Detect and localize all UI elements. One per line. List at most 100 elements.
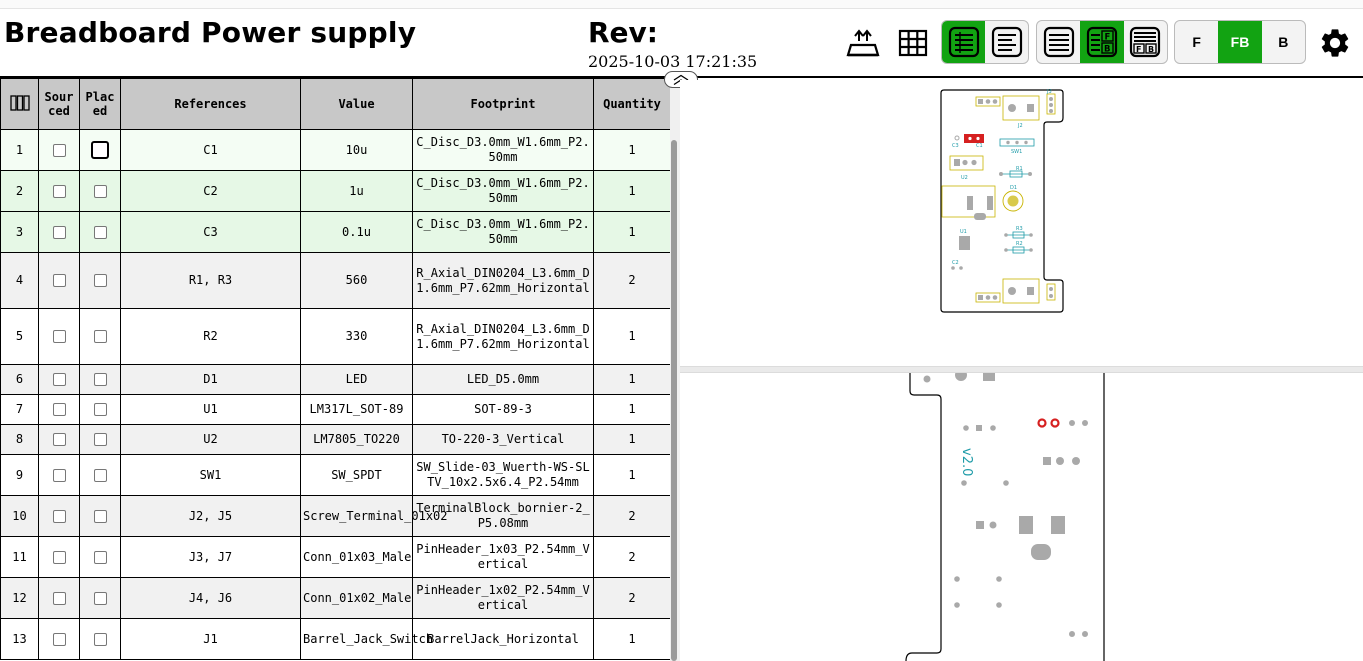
table-row[interactable]: 8 U2 LM7805_TO220 TO-220-3_Vertical 1: [0, 424, 670, 455]
placed-checkbox[interactable]: [93, 433, 107, 446]
layout-left-right-button[interactable]: F B: [1080, 21, 1124, 63]
column-header-placed[interactable]: Placed: [79, 78, 121, 130]
ref-label-j2: J2: [1017, 123, 1023, 129]
placed-checkbox[interactable]: [93, 274, 107, 287]
layout-top-bottom-button[interactable]: F B: [1124, 21, 1167, 63]
table-row[interactable]: 12 J4, J6 Conn_01x02_Male PinHeader_1x02_P2…: [0, 577, 670, 619]
column-header-value[interactable]: Value: [300, 78, 413, 130]
footprint-cell: C_Disc_D3.0mm_W1.6mm_P2.50mm: [412, 129, 594, 171]
svg-text:B: B: [1148, 45, 1154, 54]
placed-cell: [79, 618, 121, 660]
bom-table: Sourced Placed References Value Footprin…: [0, 78, 670, 660]
table-row[interactable]: 2 C2 1u C_Disc_D3.0mm_W1.6mm_P2.50mm 1: [0, 170, 670, 212]
layer-back-button[interactable]: B: [1278, 34, 1289, 50]
table-row[interactable]: 7 U1 LM317L_SOT-89 SOT-89-3 1: [0, 394, 670, 425]
row-number: 13: [0, 618, 39, 660]
settings-button[interactable]: [1313, 23, 1357, 63]
sourced-checkbox[interactable]: [52, 509, 66, 523]
row-number: 1: [0, 129, 39, 171]
column-header-sourced[interactable]: Sourced: [38, 78, 80, 130]
bom-table-container: Sourced Placed References Value Footprin…: [0, 78, 670, 661]
placed-cell: [79, 308, 121, 365]
board-outline-back: [905, 373, 1105, 661]
placed-checkbox[interactable]: [91, 141, 109, 159]
sourced-checkbox[interactable]: [52, 632, 66, 646]
placed-checkbox[interactable]: [93, 373, 107, 386]
table-row[interactable]: 3 C3 0.1u C_Disc_D3.0mm_W1.6mm_P2.50mm 1: [0, 211, 670, 253]
placed-checkbox[interactable]: [93, 591, 107, 605]
table-row[interactable]: 6 D1 LED LED_D5.0mm 1: [0, 364, 670, 395]
column-header-quantity[interactable]: Quantity: [593, 78, 670, 130]
table-row[interactable]: 4 R1, R3 560 R_Axial_DIN0204_L3.6mm_D1.6mm_…: [0, 252, 670, 309]
placed-checkbox[interactable]: [93, 403, 107, 416]
column-header-footprint[interactable]: Footprint: [412, 78, 594, 130]
sourced-cell: [38, 252, 80, 309]
grid-button[interactable]: [891, 23, 935, 63]
sourced-checkbox[interactable]: [52, 184, 66, 198]
horizontal-splitter[interactable]: [680, 366, 1363, 373]
column-header-references[interactable]: References: [120, 78, 301, 130]
sourced-checkbox[interactable]: [52, 468, 66, 482]
value-cell: LM7805_TO220: [300, 424, 413, 455]
sourced-checkbox[interactable]: [52, 143, 66, 157]
row-number: 12: [0, 577, 39, 619]
bom-left-button[interactable]: [985, 21, 1028, 63]
front-pcb-canvas[interactable]: J2 J3 C1 C3 SW1 U2 R1 D1 U1 R3 R2 C2: [680, 80, 1363, 366]
row-number: 5: [0, 308, 39, 365]
bom-tb-icon: F B: [1130, 26, 1161, 58]
page-title: Breadboard Power supply: [4, 16, 417, 49]
value-cell: SW_SPDT: [300, 454, 413, 496]
quantity-cell: 1: [593, 454, 670, 496]
sourced-checkbox[interactable]: [52, 550, 66, 564]
sourced-checkbox[interactable]: [52, 274, 66, 287]
bom-only-button[interactable]: [942, 21, 985, 63]
table-row[interactable]: 13 J1 Barrel_Jack_Switch BarrelJack_Horizon…: [0, 618, 670, 660]
sourced-cell: [38, 424, 80, 455]
layout-lines-button[interactable]: [1037, 21, 1080, 63]
placed-cell: [79, 536, 121, 578]
placed-checkbox[interactable]: [93, 330, 107, 343]
table-scrollbar[interactable]: [671, 140, 677, 661]
table-row[interactable]: 11 J3, J7 Conn_01x03_Male PinHeader_1x03_P2…: [0, 536, 670, 578]
placed-cell: [79, 394, 121, 425]
placed-cell: [79, 129, 121, 171]
layout-group: F B F B: [1036, 20, 1168, 64]
sourced-checkbox[interactable]: [52, 373, 66, 386]
sourced-checkbox[interactable]: [52, 433, 66, 446]
table-row[interactable]: 10 J2, J5 Screw_Terminal_01x02 TerminalBloc…: [0, 495, 670, 537]
quantity-cell: 1: [593, 308, 670, 365]
placed-checkbox[interactable]: [93, 468, 107, 482]
row-number: 4: [0, 252, 39, 309]
back-pcb-canvas[interactable]: v2.0: [680, 373, 1363, 661]
window-top-strip: [0, 0, 1363, 9]
placed-checkbox[interactable]: [93, 184, 107, 198]
footprint-cell: TO-220-3_Vertical: [412, 424, 594, 455]
sourced-checkbox[interactable]: [52, 330, 66, 343]
table-row[interactable]: 1 C1 10u C_Disc_D3.0mm_W1.6mm_P2.50mm 1: [0, 129, 670, 171]
layer-front-button[interactable]: F: [1192, 34, 1201, 50]
ref-label-r1: R1: [1016, 166, 1023, 172]
bom-left-icon: [991, 26, 1022, 58]
placed-cell: [79, 495, 121, 537]
sourced-checkbox[interactable]: [52, 591, 66, 605]
footprint-cell: R_Axial_DIN0204_L3.6mm_D1.6mm_P7.62mm_Ho…: [412, 308, 594, 365]
footprint-cell: PinHeader_1x03_P2.54mm_Vertical: [412, 536, 594, 578]
sourced-cell: [38, 308, 80, 365]
row-number: 8: [0, 424, 39, 455]
placed-checkbox[interactable]: [93, 509, 107, 523]
quantity-cell: 1: [593, 394, 670, 425]
fullscreen-toggle-button[interactable]: [841, 23, 885, 63]
table-row[interactable]: 5 R2 330 R_Axial_DIN0204_L3.6mm_D1.6mm_P7.6…: [0, 308, 670, 365]
layer-front-back-button[interactable]: FB: [1218, 21, 1262, 63]
sourced-header-label: Sourced: [44, 90, 74, 118]
sourced-cell: [38, 577, 80, 619]
table-row[interactable]: 9 SW1 SW_SPDT SW_Slide-03_Wuerth-WS-SLTV_10…: [0, 454, 670, 496]
sourced-checkbox[interactable]: [52, 403, 66, 416]
column-toggle-header[interactable]: [0, 78, 39, 130]
placed-checkbox[interactable]: [93, 225, 107, 239]
sourced-checkbox[interactable]: [52, 225, 66, 239]
placed-checkbox[interactable]: [93, 550, 107, 564]
references-cell: J3, J7: [120, 536, 301, 578]
placed-checkbox[interactable]: [93, 632, 107, 646]
placed-cell: [79, 577, 121, 619]
